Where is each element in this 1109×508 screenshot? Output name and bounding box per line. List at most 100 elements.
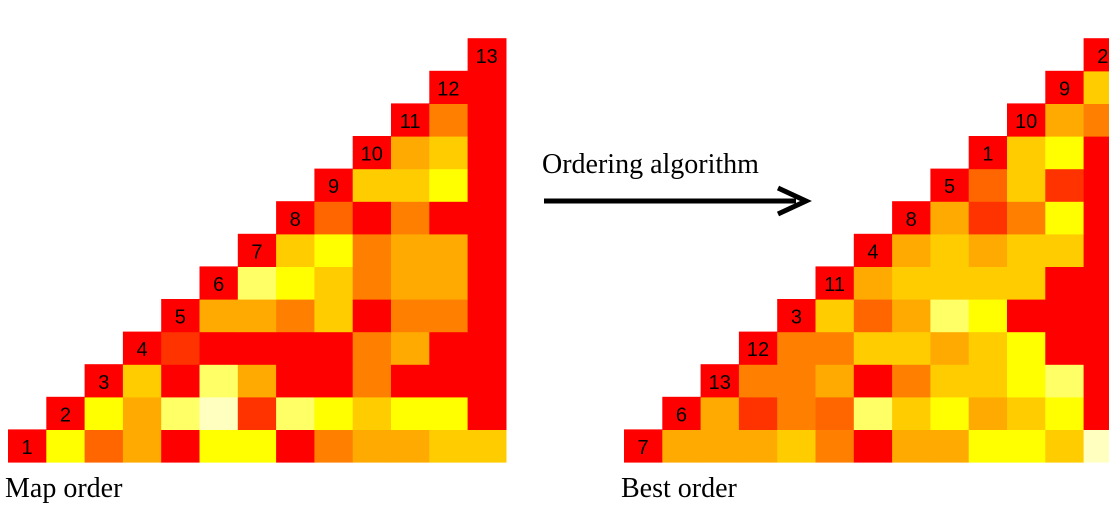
heatmap-cell bbox=[276, 429, 315, 463]
heatmap-cell bbox=[1083, 233, 1109, 267]
order-label: 10 bbox=[361, 144, 383, 166]
order-label: 4 bbox=[867, 241, 878, 263]
heatmap-cell bbox=[84, 396, 124, 430]
heatmap-cell bbox=[276, 331, 315, 365]
heatmap-cell bbox=[391, 429, 430, 463]
heatmap-cell bbox=[892, 429, 931, 463]
heatmap-cell bbox=[1007, 136, 1046, 170]
heatmap-cell bbox=[930, 429, 970, 463]
heatmap-cell bbox=[853, 266, 893, 300]
heatmap-cell bbox=[46, 396, 86, 430]
heatmap-cell bbox=[968, 201, 1008, 235]
heatmap-cell bbox=[892, 299, 931, 333]
heatmap-cell bbox=[161, 396, 201, 430]
heatmap-cell bbox=[276, 201, 315, 235]
order-label: 8 bbox=[290, 209, 301, 231]
heatmap-cell bbox=[391, 266, 430, 300]
heatmap-cell bbox=[815, 266, 855, 300]
heatmap-cell bbox=[853, 429, 893, 463]
heatmap-cell bbox=[1083, 266, 1109, 300]
heatmap-cell bbox=[738, 331, 778, 365]
heatmap-cell bbox=[1045, 266, 1085, 300]
heatmap-cell bbox=[777, 299, 817, 333]
heatmap-cell bbox=[429, 364, 469, 398]
heatmap-cell bbox=[815, 429, 855, 463]
heatmap-cell bbox=[1083, 201, 1109, 235]
heatmap-cell bbox=[853, 331, 893, 365]
heatmap-cell bbox=[467, 136, 507, 170]
order-label: 1 bbox=[22, 437, 33, 459]
heatmap-cell bbox=[391, 233, 430, 267]
heatmap-cell bbox=[84, 429, 124, 463]
heatmap-cell bbox=[429, 331, 469, 365]
heatmap-cell bbox=[352, 331, 392, 365]
heatmap-cell bbox=[1083, 70, 1109, 104]
heatmap-cell bbox=[237, 299, 277, 333]
best-order-caption: Best order bbox=[621, 473, 738, 504]
heatmap-cell bbox=[161, 364, 201, 398]
heatmap-cell bbox=[968, 168, 1008, 202]
heatmap-cell bbox=[199, 299, 239, 333]
heatmap-cell bbox=[122, 331, 162, 365]
heatmap-cell bbox=[930, 331, 970, 365]
heatmap-cell bbox=[84, 364, 124, 398]
heatmap-cell bbox=[815, 364, 855, 398]
heatmap-cell bbox=[314, 299, 354, 333]
heatmap-cell bbox=[815, 299, 855, 333]
order-label: 8 bbox=[906, 209, 917, 231]
heatmap-cell bbox=[352, 233, 392, 267]
heatmap-cell bbox=[352, 168, 392, 202]
heatmap-cell bbox=[1007, 364, 1046, 398]
heatmap-cell bbox=[314, 396, 354, 430]
heatmap-cell bbox=[314, 168, 354, 202]
heatmap-cell bbox=[777, 429, 817, 463]
heatmap-cell bbox=[276, 364, 315, 398]
heatmap-cell bbox=[1045, 103, 1085, 137]
heatmap-cell bbox=[738, 429, 778, 463]
heatmap-cell bbox=[700, 396, 740, 430]
heatmap-cell bbox=[199, 429, 239, 463]
heatmap-cell bbox=[429, 70, 469, 104]
heatmap-cell bbox=[662, 396, 702, 430]
heatmap-cell bbox=[237, 396, 277, 430]
heatmap-cell bbox=[467, 70, 507, 104]
heatmap-cell bbox=[352, 201, 392, 235]
heatmap-cell bbox=[314, 364, 354, 398]
heatmap-cell bbox=[314, 233, 354, 267]
order-label: 5 bbox=[944, 176, 955, 198]
heatmap-cell bbox=[968, 429, 1008, 463]
heatmap-cell bbox=[46, 429, 86, 463]
heatmap-cell bbox=[391, 396, 430, 430]
heatmap-cell bbox=[1083, 136, 1109, 170]
heatmap-cell bbox=[199, 266, 239, 300]
heatmap-cell bbox=[429, 266, 469, 300]
order-label: 3 bbox=[98, 372, 109, 394]
heatmap-cell bbox=[467, 331, 507, 365]
heatmap-cell bbox=[467, 38, 507, 72]
heatmap-cell bbox=[1007, 201, 1046, 235]
best-order-matrix: 7 6 13 12 3 11 4 8 5 1 10 9 2 bbox=[624, 38, 1109, 463]
heatmap-cell bbox=[352, 364, 392, 398]
heatmap-cell bbox=[1083, 38, 1109, 72]
heatmap-cell bbox=[1007, 331, 1046, 365]
heatmap-cell bbox=[1007, 168, 1046, 202]
heatmap-cell bbox=[662, 429, 702, 463]
heatmap-cell bbox=[930, 201, 970, 235]
heatmap-cell bbox=[777, 364, 817, 398]
heatmap-cell bbox=[1083, 168, 1109, 202]
order-label: 1 bbox=[982, 144, 993, 166]
heatmap-cell bbox=[1045, 396, 1085, 430]
heatmap-cell bbox=[700, 364, 740, 398]
order-label: 12 bbox=[437, 78, 459, 100]
heatmap-cell bbox=[968, 396, 1008, 430]
order-label: 5 bbox=[175, 307, 186, 329]
heatmap-cell bbox=[1083, 429, 1109, 463]
heatmap-cell bbox=[1045, 201, 1085, 235]
heatmap-cell bbox=[391, 136, 430, 170]
heatmap-cell bbox=[738, 396, 778, 430]
heatmap-cell bbox=[968, 266, 1008, 300]
heatmap-cell bbox=[1083, 331, 1109, 365]
heatmap-cell bbox=[1007, 429, 1046, 463]
